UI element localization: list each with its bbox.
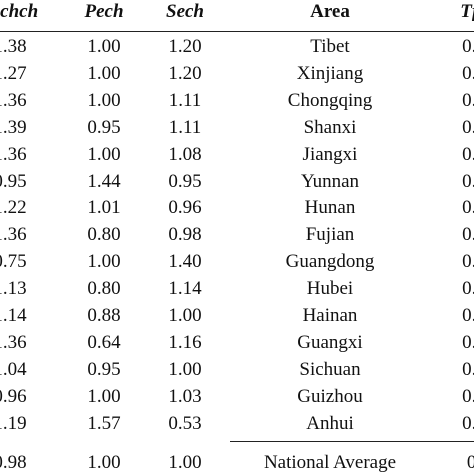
table-cell: 1.20 [168, 36, 202, 57]
table-cell: 0.95 [87, 358, 121, 380]
table-cell: 0.8 [462, 197, 474, 219]
table-cell: Hainan [302, 305, 358, 326]
column-header: Sech [166, 1, 204, 22]
average-rule [230, 441, 474, 442]
table-cell: 1.08 [168, 143, 202, 165]
table-cell: 0.2 [462, 412, 474, 434]
table-cell: 0.9 [462, 89, 474, 111]
table-cell: 0.88 [87, 305, 121, 326]
table-cell: 0.7 [462, 251, 474, 273]
table-cell: 0.80 [87, 278, 121, 300]
table-cell: 1.11 [168, 89, 202, 111]
table-cell: Yunnan [300, 170, 360, 192]
table-cell: 1.14 [0, 305, 27, 326]
table-cell: 1.16 [168, 331, 202, 353]
table-cell: Xinjiang [296, 62, 364, 84]
table-cell: 0.8 [462, 143, 474, 165]
table-cell: 0.80 [87, 224, 121, 246]
table-cell: Guangxi [297, 331, 363, 353]
table-cell: Tibet [310, 36, 350, 57]
table-cell: 1.00 [87, 251, 121, 273]
table-cell: 1.00 [168, 358, 202, 380]
table-cell: 1.00 [87, 62, 121, 84]
column-header: Pech [84, 1, 124, 22]
table-cell: National Average [263, 452, 397, 473]
table-cell: Anhui [306, 412, 354, 434]
table-cell: 1.00 [168, 452, 202, 473]
table-cell: 1.00 [168, 305, 202, 326]
table-cell: 0.95 [0, 170, 27, 192]
table-cell: 1.00 [87, 36, 121, 57]
table-cell: 1.03 [168, 385, 202, 407]
table-cell: 0.53 [168, 412, 202, 434]
table-cell: 1.13 [0, 278, 27, 300]
table-cell: 0.6 [462, 331, 474, 353]
table-cell: Hunan [304, 197, 356, 219]
header-rule [0, 31, 474, 32]
table-cell: 1.38 [0, 36, 27, 57]
table-cell: 1.00 [87, 385, 121, 407]
table-cell: 1.00 [87, 452, 121, 473]
table-cell: Guangdong [285, 251, 375, 273]
table-cell: 0.75 [0, 251, 27, 273]
table-cell: 1.36 [0, 89, 27, 111]
table-cell: 0.64 [87, 331, 121, 353]
column-header: Area [310, 1, 350, 22]
table-cell: 1.01 [87, 197, 121, 219]
table-cell: 1.39 [0, 116, 27, 138]
table-cell: 0. [466, 452, 474, 473]
table-cell: 1.00 [87, 143, 121, 165]
column-header: Techch [0, 1, 39, 22]
table-cell: Shanxi [303, 116, 357, 138]
table-cell: 0.6 [462, 358, 474, 380]
table-cell: 1.19 [0, 412, 27, 434]
column-header: Tfp [460, 1, 474, 22]
table-cell: 0.98 [168, 224, 202, 246]
table-cell: 1.36 [0, 224, 27, 246]
table-cell: 1.00 [87, 89, 121, 111]
table-cell: 0.8 [462, 116, 474, 138]
table-cell: 0.9 [462, 62, 474, 84]
table-cell: 0.9 [462, 36, 474, 57]
table-cell: 0.95 [168, 170, 202, 192]
table-cell: 1.22 [0, 197, 27, 219]
table-cell: 1.36 [0, 143, 27, 165]
table-cell: 0.95 [87, 116, 121, 138]
table-cell: 0.8 [462, 170, 474, 192]
table-cell: 1.27 [0, 62, 27, 84]
table-cell: 0.6 [462, 305, 474, 326]
table-cell: 0.7 [462, 224, 474, 246]
table-cell: 1.44 [87, 170, 121, 192]
table-cell: Jiangxi [302, 143, 358, 165]
table-cell: 1.04 [0, 358, 27, 380]
table-cell: 1.40 [168, 251, 202, 273]
table-cell: 1.36 [0, 331, 27, 353]
table-cell: 0.7 [462, 278, 474, 300]
table-cell: 0.5 [462, 385, 474, 407]
table-cell: 1.11 [168, 116, 202, 138]
table-cell: 1.14 [168, 278, 202, 300]
table-cell: 0.96 [0, 385, 27, 407]
table-cell: Chongqing [287, 89, 373, 111]
table-cell: 0.96 [168, 197, 202, 219]
table-cell: Guizhou [297, 385, 363, 407]
table-cell: Sichuan [299, 358, 361, 380]
table-cell: 1.20 [168, 62, 202, 84]
table-cell: 1.57 [87, 412, 121, 434]
table-cell: 0.98 [0, 452, 27, 473]
table-cell: Hubei [306, 278, 354, 300]
table-cell: Fujian [305, 224, 355, 246]
